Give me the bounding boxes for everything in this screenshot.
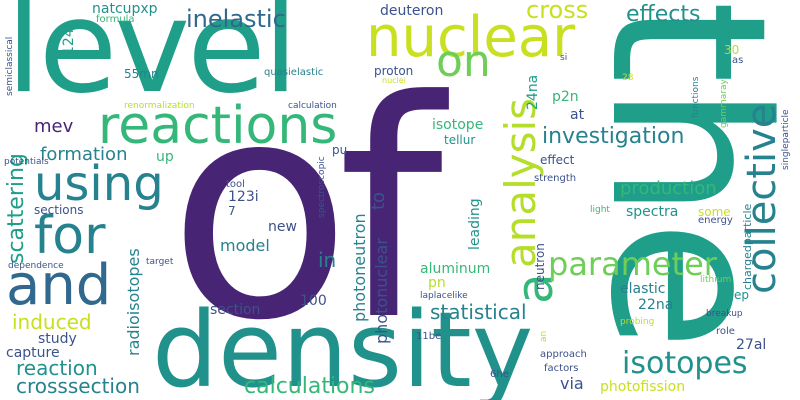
word-photonuclear: photonuclear — [372, 238, 391, 344]
word-pu: pu — [332, 143, 348, 157]
word-28: 28 — [622, 73, 634, 83]
word-renormalization: renormalization — [124, 101, 195, 111]
word-radioisotopes: radioisotopes — [124, 248, 143, 356]
word-at: at — [570, 107, 585, 123]
word-30: 30 — [724, 43, 740, 57]
word-crosssection: crosssection — [16, 374, 140, 398]
word-semiclassical: semiclassical — [5, 36, 15, 96]
word-on: on — [436, 36, 491, 87]
word-via: via — [560, 374, 584, 393]
word-target: target — [146, 257, 174, 267]
word-role: role — [716, 326, 735, 337]
word-investigation: investigation — [542, 124, 685, 149]
word-for: for — [34, 206, 106, 266]
word-approach: approach — [540, 349, 587, 360]
word-effect: effect — [540, 153, 575, 167]
word-24na: 24na — [525, 74, 541, 110]
word-isotopes: isotopes — [622, 346, 748, 381]
word-p2n: p2n — [552, 89, 579, 105]
word-strength: strength — [534, 173, 577, 184]
word-aluminum: aluminum — [420, 261, 491, 277]
word-spectra: spectra — [626, 204, 679, 220]
word-mev: mev — [34, 116, 74, 137]
word-neutron: neutron — [533, 243, 547, 290]
word-energy: energy — [698, 215, 733, 226]
word-to: to — [368, 191, 389, 210]
word-photofission: photofission — [600, 379, 686, 395]
word-100: 100 — [300, 293, 327, 309]
word-factors: factors — [544, 363, 579, 374]
word-potentials: potentials — [4, 157, 49, 167]
word-27al: 27al — [736, 337, 767, 353]
word-22na: 22na — [638, 297, 674, 313]
word-formula: formula — [96, 14, 135, 25]
word-and: and — [6, 253, 112, 318]
word-ep: ep — [734, 288, 749, 302]
word-reactions: reactions — [98, 96, 338, 156]
word-gammaray: gammaray — [719, 79, 729, 128]
word-effects: effects — [626, 2, 701, 27]
word-parameter: parameter — [548, 245, 717, 283]
word-deuteron: deuteron — [380, 3, 444, 19]
word-model: model — [220, 236, 270, 255]
word-new: new — [268, 219, 297, 235]
word-light: light — [590, 205, 610, 215]
word-an: an — [539, 330, 549, 342]
word-leading: leading — [467, 198, 483, 250]
word-isotope: isotope — [432, 117, 484, 133]
word-up: up — [156, 149, 174, 165]
word-124i: 124i — [61, 24, 77, 55]
word-in: in — [318, 248, 337, 272]
word-reaction: reaction — [16, 356, 98, 380]
word-inelastic: inelastic — [186, 5, 286, 33]
word-natcupxp: natcupxp — [92, 1, 158, 17]
word-si: si — [560, 53, 568, 63]
word-laplacelike: laplacelike — [420, 291, 468, 301]
word-statistical: statistical — [430, 300, 527, 324]
word-as: as — [732, 55, 744, 66]
word-7: 7 — [228, 204, 236, 218]
word-scattering: scattering — [4, 153, 29, 264]
word-cross: cross — [526, 0, 589, 24]
word-using: using — [34, 156, 164, 212]
word-proton: proton — [374, 64, 414, 78]
word-functions: functions — [691, 76, 701, 118]
word-chargedparticle: chargedparticle — [741, 203, 754, 290]
word-breakup: breakup — [706, 309, 743, 319]
word-11be: 11be — [416, 331, 442, 342]
word-123i: 123i — [228, 189, 259, 205]
word-some: some — [698, 205, 731, 219]
word-nuclear: nuclear — [366, 5, 576, 70]
word-pn: pn — [428, 275, 446, 291]
word-55mn: 55mn — [124, 67, 159, 81]
word-density: density — [152, 289, 534, 400]
word-quasielastic: quasielastic — [264, 67, 324, 78]
word-lithium: lithium — [700, 275, 732, 285]
word-formation: formation — [40, 144, 128, 165]
word-nuclei: nuclei — [382, 76, 406, 85]
word-level: level — [6, 0, 298, 122]
word-6he: 6he — [490, 369, 509, 380]
word-sections: sections — [34, 203, 84, 217]
word-tellur: tellur — [444, 133, 476, 147]
word-section: section — [210, 302, 261, 318]
word-calculation: calculation — [288, 101, 337, 111]
word-singleparticle: singleparticle — [781, 109, 791, 170]
word-spectroscopic: spectroscopic — [317, 156, 327, 218]
word-of: of — [168, 37, 443, 386]
word-tool: tool — [226, 179, 245, 190]
word-induced: induced — [12, 310, 92, 334]
word-dependence: dependence — [8, 261, 64, 271]
word-photoneutron: photoneutron — [350, 213, 369, 322]
word-production: production — [620, 178, 717, 199]
word-study: study — [38, 331, 77, 347]
word-capture: capture — [6, 345, 60, 361]
word-probing: probing — [620, 317, 655, 327]
word-calculations: calculations — [244, 374, 375, 399]
word-elastic: elastic — [620, 281, 666, 297]
